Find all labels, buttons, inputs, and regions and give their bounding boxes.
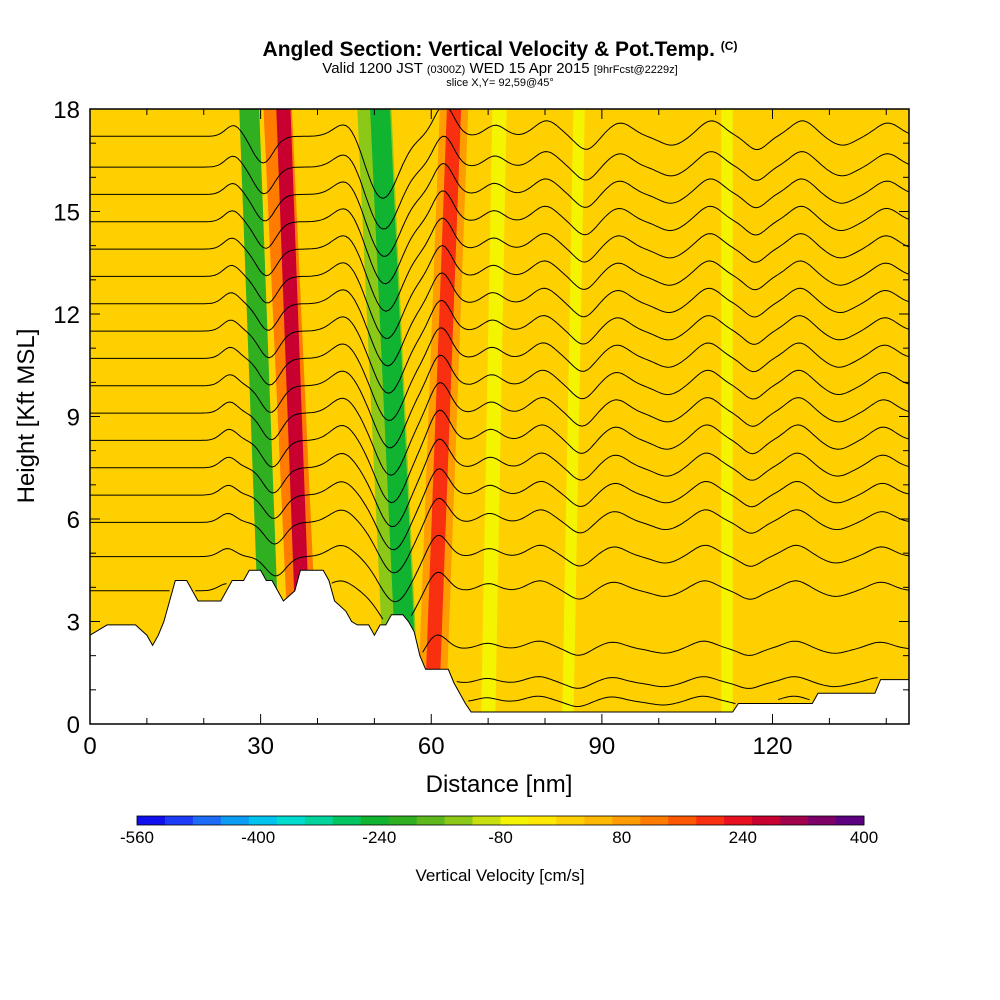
colorbar-tick-label: -400 <box>241 828 275 847</box>
x-tick-label: 0 <box>83 733 96 760</box>
x-tick-label: 60 <box>418 733 445 760</box>
velocity-band-5 <box>877 109 895 724</box>
colorbar-swatch <box>164 816 194 825</box>
valid-prefix: Valid 1200 JST <box>322 60 423 77</box>
colorbar-swatch <box>416 816 445 825</box>
colorbar-swatch <box>444 816 473 825</box>
colorbar-swatch <box>220 816 250 825</box>
y-tick-label: 0 <box>67 712 80 739</box>
colorbar-swatch <box>612 816 641 825</box>
axis-ticks: 0 30 60 90 120 0 3 6 9 12 15 18 <box>53 97 909 760</box>
colorbar-tick-label: -80 <box>488 828 513 847</box>
colorbar-swatch <box>808 816 837 825</box>
velocity-band-2 <box>721 109 733 724</box>
isentrope-10 <box>90 354 909 449</box>
isentrope-18 <box>90 135 909 230</box>
colorbar-swatch <box>556 816 585 825</box>
velocity-band-4 <box>741 109 770 724</box>
isentrope-0 <box>468 695 810 707</box>
colorbar-swatch <box>584 816 613 825</box>
terrain-profile <box>90 569 909 724</box>
colorbar-tick-label: 400 <box>850 828 878 847</box>
isentrope-contours <box>90 109 909 707</box>
velocity-band-7 <box>582 109 611 724</box>
y-tick-label: 12 <box>53 302 80 329</box>
velocity-band-8 <box>684 109 713 724</box>
velocity-band-14 <box>239 109 282 724</box>
isentrope-8 <box>90 409 909 504</box>
colorbar-frame <box>136 815 865 826</box>
colorbar-swatch <box>472 816 501 825</box>
velocity-band-10 <box>525 109 554 724</box>
isentrope-16 <box>90 190 909 285</box>
isentrope-5 <box>90 497 909 574</box>
isentrope-3 <box>90 571 909 620</box>
colorbar-swatch <box>724 816 753 825</box>
velocity-band-1 <box>562 109 585 724</box>
colorbar-swatch <box>248 816 278 825</box>
isentrope-15 <box>90 217 909 312</box>
chart-title: Angled Section: Vertical Velocity & Pot.… <box>0 38 1000 62</box>
colorbar-swatch <box>332 816 362 825</box>
colorbar-tick-label: -240 <box>362 828 396 847</box>
isentrope-12 <box>90 299 909 394</box>
valid-utc: (0300Z) <box>426 64 466 76</box>
title-main: Angled Section: Vertical Velocity & Pot.… <box>262 38 715 61</box>
y-tick-label: 3 <box>67 610 80 637</box>
forecast-label: [9hrFcst@2229z] <box>593 64 678 76</box>
y-tick-label: 15 <box>53 200 80 227</box>
isentrope-13 <box>90 272 909 367</box>
y-tick-label: 9 <box>67 405 80 432</box>
isentrope-6 <box>90 468 909 551</box>
x-tick-label: 90 <box>589 733 616 760</box>
colorbar-label: Vertical Velocity [cm/s] <box>415 866 584 885</box>
colorbar-swatch <box>137 816 166 825</box>
colorbar-tick-label: 80 <box>612 828 631 847</box>
colorbar-swatch <box>304 816 334 825</box>
colorbar-tick-label: 240 <box>729 828 757 847</box>
y-tick-label: 6 <box>67 507 80 534</box>
isentrope-19 <box>90 109 909 199</box>
colorbar-swatch <box>640 816 669 825</box>
colorbar-swatch <box>836 816 865 825</box>
isentrope-1 <box>456 676 878 689</box>
velocity-band-0 <box>481 109 507 724</box>
velocity-band-15 <box>370 109 419 724</box>
slice-label: slice X,Y= 92,59@45° <box>446 77 554 89</box>
colorbar-swatch <box>388 816 418 825</box>
isentrope-9 <box>90 382 909 476</box>
x-axis-label: Distance [nm] <box>426 771 573 798</box>
copyright-mark: (C) <box>720 39 738 53</box>
colorbar-swatch <box>528 816 557 825</box>
colorbar-swatch <box>276 816 306 825</box>
colorbar-swatch <box>752 816 781 825</box>
y-tick-label: 18 <box>53 97 80 124</box>
colorbar: -560 -400 -240 -80 80 240 400 <box>120 815 878 847</box>
x-tick-label: 30 <box>247 733 274 760</box>
colorbar-swatch <box>696 816 725 825</box>
colorbar-swatch <box>780 816 809 825</box>
colorbar-swatch <box>668 816 697 825</box>
colorbar-swatch <box>500 816 529 825</box>
x-tick-label: 120 <box>752 733 792 760</box>
colorbar-tick-label: -560 <box>120 828 154 847</box>
colorbar-swatch <box>192 816 222 825</box>
colorbar-swatch <box>360 816 390 825</box>
isentrope-11 <box>90 327 909 422</box>
isentrope-2 <box>422 634 909 656</box>
isentrope-4 <box>90 534 909 603</box>
velocity-band-6 <box>203 109 238 724</box>
velocity-band-16 <box>424 109 462 724</box>
y-axis-label: Height [Kft MSL] <box>13 329 40 504</box>
velocity-band-3 <box>627 109 662 724</box>
isentrope-7 <box>90 438 909 528</box>
isentrope-17 <box>90 162 909 257</box>
valid-date: WED 15 Apr 2015 <box>469 60 590 77</box>
isentrope-14 <box>90 244 909 339</box>
valid-time-line: Valid 1200 JST (0300Z) WED 15 Apr 2015 [… <box>0 60 1000 77</box>
terrain <box>90 569 909 724</box>
